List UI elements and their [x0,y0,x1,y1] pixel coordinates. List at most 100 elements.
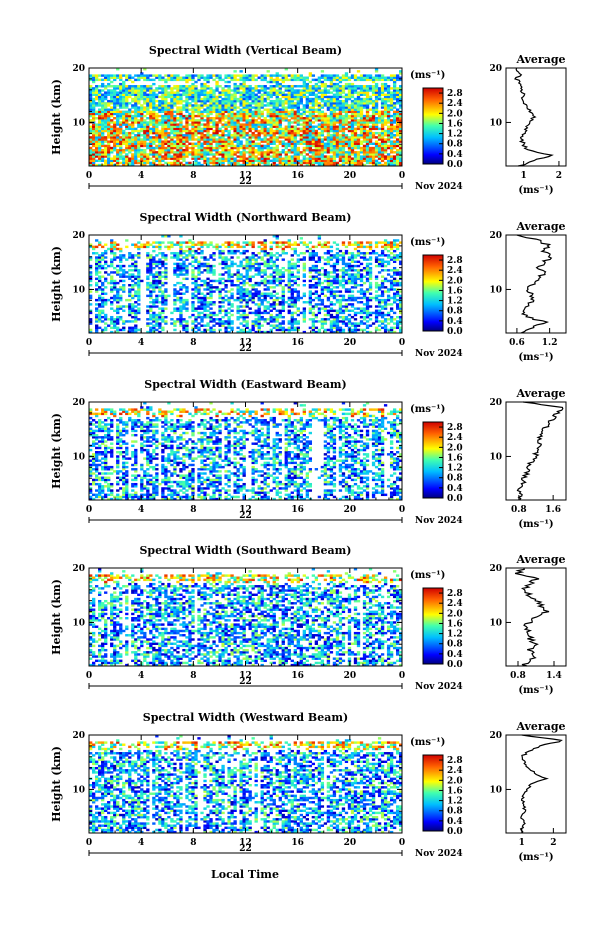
heatmap-cell [164,161,168,165]
heatmap-cell [224,309,228,312]
heatmap-cell [311,148,316,152]
heatmap-cell [143,138,147,141]
heatmap-cell [164,155,168,158]
heatmap-cell [122,286,126,289]
heatmap-cell [314,110,319,114]
heatmap-cell [173,155,177,158]
heatmap-cell [116,131,120,135]
heatmap-cell [314,125,319,128]
heatmap-cell [161,292,165,295]
heatmap-cell [197,264,201,268]
heatmap-cell [161,155,165,158]
heatmap-cell [323,138,328,141]
heatmap-cell [134,148,138,152]
heatmap-cell [152,328,156,332]
heatmap-cell [200,249,204,253]
heatmap-cell [377,163,382,167]
heatmap-cell [119,74,123,77]
heatmap-cell [137,279,141,283]
heatmap-cell [233,151,237,154]
heatmap-cell [254,97,258,101]
heatmap-cell [152,125,156,128]
heatmap-cell [242,129,246,133]
heatmap-cell [98,85,102,88]
heatmap-cell [239,153,243,156]
heatmap-cell [122,136,126,139]
heatmap-cell [320,151,325,154]
heatmap-cell [239,123,243,126]
heatmap-cell [233,114,237,118]
heatmap-cell [311,114,316,118]
heatmap-cell [206,315,210,319]
heatmap-cell [173,284,177,287]
heatmap-cell [128,284,132,287]
heatmap-cell [281,119,285,122]
heatmap-cell [278,142,282,145]
heatmap-cell [248,294,252,298]
heatmap-cell [302,104,306,107]
heatmap-cell [353,110,358,114]
heatmap-cell [173,320,177,323]
heatmap-cell [167,155,171,158]
heatmap-cell [281,161,285,165]
heatmap-cell [317,110,322,114]
heatmap-cell [140,140,144,143]
heatmap-cell [269,108,273,111]
heatmap-cell [335,163,340,167]
heatmap-cell [299,161,303,165]
heatmap-cell [146,87,150,90]
heatmap-cell [122,102,126,105]
heatmap-cell [380,91,385,94]
heatmap-cell [380,163,385,167]
heatmap-cell [290,76,294,79]
heatmap-cell [305,131,309,135]
heatmap-cell [125,140,129,143]
heatmap-cell [248,112,252,116]
heatmap-cell [113,91,117,94]
heatmap-cell [275,157,279,160]
heatmap-cell [347,127,352,131]
heatmap-cell [95,309,99,312]
heatmap-cell [314,131,319,135]
heatmap-cell [359,106,364,109]
heatmap-cell [335,104,340,107]
heatmap-cell [242,281,246,285]
heatmap-cell [278,89,282,92]
heatmap-cell [365,155,370,158]
heatmap-cell [320,131,325,135]
heatmap-cell [356,151,361,154]
heatmap-cell [305,123,309,126]
heatmap-cell [284,85,288,88]
heatmap-cell [191,114,195,118]
heatmap-cell [365,125,370,128]
heatmap-cell [185,102,189,105]
heatmap-cell [110,264,114,268]
heatmap-cell [173,303,177,306]
heatmap-cell [398,161,403,165]
heatmap-cell [113,252,117,255]
heatmap-cell [353,121,358,124]
heatmap-cell [242,97,246,101]
heatmap-cell [248,114,252,118]
heatmap-cell [158,151,162,154]
heatmap-cell [230,97,234,101]
heatmap-cell [377,95,382,99]
heatmap-cell [308,151,313,154]
heatmap-cell [188,104,192,107]
heatmap-cell [191,91,195,94]
heatmap-cell [335,97,340,101]
heatmap-cell [191,85,195,88]
heatmap-cell [188,119,192,122]
heatmap-cell [170,76,174,79]
heatmap-cell [116,273,120,276]
heatmap-cell [218,245,222,249]
heatmap-cell [311,102,316,105]
heatmap-cell [161,148,165,152]
heatmap-cell [179,324,183,327]
heatmap-cell [239,78,243,82]
heatmap-cell [137,155,141,158]
heatmap-cell [344,99,349,103]
heatmap-cell [239,110,243,114]
heatmap-cell [206,146,210,150]
heatmap-cell [119,131,123,135]
